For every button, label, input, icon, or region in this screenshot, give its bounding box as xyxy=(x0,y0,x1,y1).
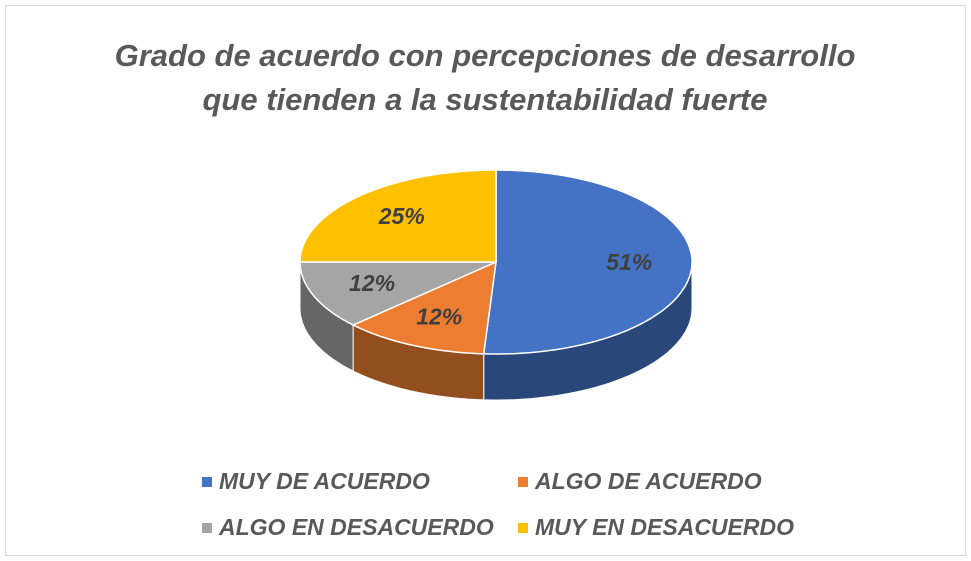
data-label: 51% xyxy=(606,249,652,275)
data-label: 25% xyxy=(378,203,425,229)
pie-slice xyxy=(351,260,497,355)
pie-slice xyxy=(299,261,497,326)
legend-swatch xyxy=(202,477,212,487)
pie-slice xyxy=(299,169,497,263)
chart-title: que tienden a la sustentabilidad fuerte xyxy=(203,82,768,117)
legend-label: ALGO EN DESACUERDO xyxy=(218,514,494,540)
legend-label: ALGO DE ACUERDO xyxy=(534,468,762,494)
legend-label: MUY DE ACUERDO xyxy=(219,468,430,494)
legend-swatch xyxy=(202,523,212,533)
legend-swatch xyxy=(518,523,528,533)
data-label: 12% xyxy=(349,270,395,296)
chart-title: Grado de acuerdo con percepciones de des… xyxy=(115,38,856,73)
pie-slice xyxy=(482,169,693,355)
data-label: 12% xyxy=(416,304,462,330)
legend-swatch xyxy=(518,477,528,487)
legend-label: MUY EN DESACUERDO xyxy=(535,514,794,540)
